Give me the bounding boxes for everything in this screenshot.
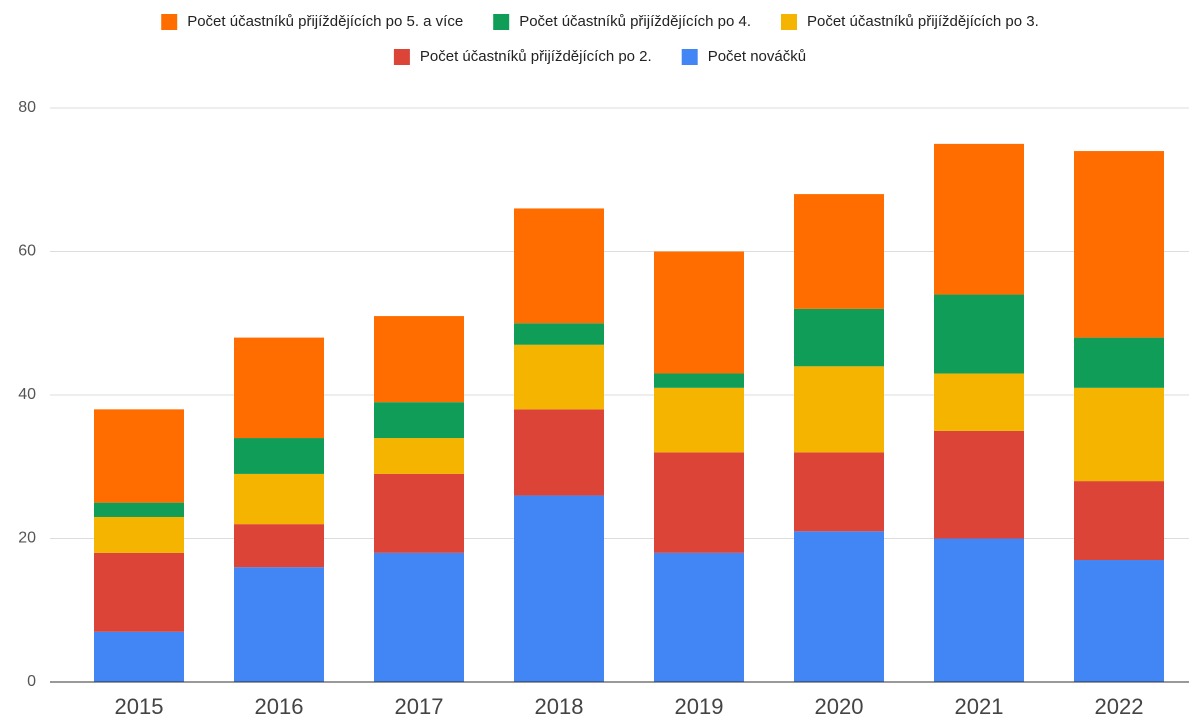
bar-segment [1074, 387, 1164, 482]
bar-segment [654, 373, 744, 388]
bar-segment [1074, 560, 1164, 682]
y-tick-label: 0 [27, 673, 36, 690]
bar-segment [794, 308, 884, 367]
bar-segment [794, 452, 884, 532]
bar-segment [374, 438, 464, 474]
bar-segment [794, 194, 884, 309]
bar-segment [94, 552, 184, 632]
legend-label: Počet účastníků přijíždějících po 3. [807, 13, 1039, 30]
x-tick-label: 2021 [955, 694, 1004, 719]
legend-swatch [780, 14, 797, 30]
bar-segment [794, 531, 884, 682]
x-tick-label: 2020 [815, 694, 864, 719]
y-tick-label: 80 [18, 99, 36, 116]
bar-segment [1074, 481, 1164, 561]
legend-swatch [393, 49, 410, 65]
legend-swatch [681, 49, 698, 65]
bar-segment [94, 502, 184, 517]
bar-segment [514, 208, 604, 324]
bar-segment [514, 495, 604, 682]
x-tick-label: 2018 [535, 694, 584, 719]
x-tick-label: 2017 [395, 694, 444, 719]
bar-segment [374, 473, 464, 553]
bar-segment [934, 430, 1024, 539]
bar-segment [234, 567, 324, 682]
y-tick-label: 60 [18, 243, 36, 260]
x-tick-label: 2015 [115, 694, 164, 719]
bar-segment [374, 402, 464, 439]
bar-segment [654, 452, 744, 553]
bar-segment [234, 438, 324, 474]
legend-label: Počet nováčků [708, 48, 806, 65]
bar-segment [934, 538, 1024, 682]
legend-label: Počet účastníků přijíždějících po 4. [519, 13, 751, 30]
x-tick-label: 2016 [255, 694, 304, 719]
bar-segment [654, 251, 744, 374]
x-tick-label: 2019 [675, 694, 724, 719]
bar-segment [1074, 337, 1164, 388]
bar-segment [374, 552, 464, 682]
bar-segment [94, 516, 184, 553]
bar-segment [514, 323, 604, 345]
bar-segment [934, 294, 1024, 374]
bar-segment [514, 409, 604, 496]
y-tick-label: 20 [18, 530, 36, 547]
legend-swatch [493, 14, 510, 30]
legend-label: Počet účastníků přijíždějících po 5. a v… [187, 13, 463, 30]
bar-segment [94, 409, 184, 503]
legend-row: Počet účastníků přijíždějících po 5. a v… [161, 13, 1039, 30]
bar-segment [934, 143, 1024, 295]
bar-segment [234, 337, 324, 439]
legend-label: Počet účastníků přijíždějících po 2. [420, 48, 652, 65]
bar-segment [234, 473, 324, 525]
bar-segment [374, 316, 464, 403]
y-tick-label: 40 [18, 386, 36, 403]
bar-segment [1074, 151, 1164, 338]
legend-row: Počet účastníků přijíždějících po 2. Poče… [393, 48, 806, 65]
bar-segment [234, 524, 324, 568]
bar-segment [94, 631, 184, 682]
bar-segment [654, 552, 744, 682]
x-tick-label: 2022 [1095, 694, 1144, 719]
bar-segment [654, 387, 744, 453]
bar-segment [934, 373, 1024, 431]
legend-swatch [161, 14, 178, 30]
bar-segment [514, 344, 604, 410]
bar-segment [794, 366, 884, 453]
